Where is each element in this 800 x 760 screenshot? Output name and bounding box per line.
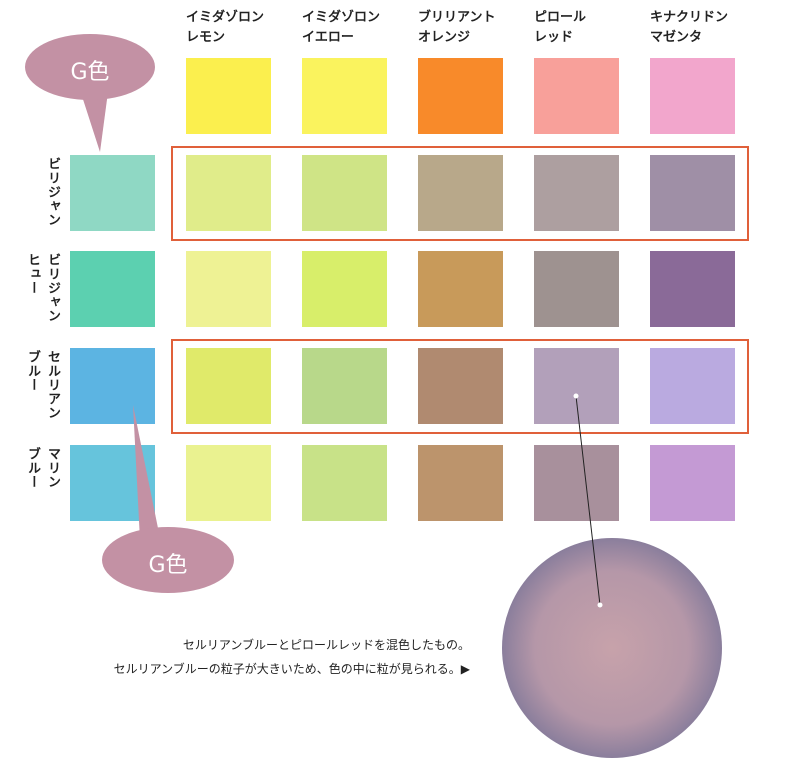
swatch bbox=[534, 58, 619, 134]
swatch bbox=[70, 251, 155, 327]
label-line: ブルー bbox=[25, 350, 40, 392]
label-line: レッド bbox=[534, 30, 574, 45]
column-header: キナクリドン マゼンタ bbox=[650, 8, 728, 48]
magnified-view bbox=[502, 538, 722, 758]
swatch bbox=[70, 155, 155, 231]
label-line: G色 bbox=[148, 553, 188, 578]
swatch bbox=[186, 58, 271, 134]
label-line: イミダゾロン bbox=[302, 10, 381, 25]
swatch bbox=[650, 155, 735, 231]
swatch bbox=[418, 58, 503, 134]
swatch bbox=[534, 251, 619, 327]
label-line: イミダゾロン bbox=[186, 10, 265, 25]
swatch bbox=[302, 445, 387, 521]
row-header: ビリジャン ヒュー bbox=[22, 253, 62, 323]
label-line: キナクリドン bbox=[650, 10, 729, 25]
column-header: イミダゾロン イエロー bbox=[302, 8, 380, 48]
callout-bubble bbox=[25, 34, 155, 100]
swatch bbox=[650, 445, 735, 521]
swatch bbox=[418, 251, 503, 327]
swatch bbox=[650, 58, 735, 134]
highlight-box bbox=[171, 146, 749, 241]
pointer-dot bbox=[597, 602, 603, 608]
row-header: ビリジャン bbox=[42, 157, 62, 227]
callout-bubble bbox=[102, 527, 234, 593]
swatch bbox=[650, 348, 735, 424]
label-line: ブルー bbox=[25, 447, 40, 489]
row-header: マリン ブルー bbox=[22, 447, 62, 489]
swatch bbox=[186, 251, 271, 327]
swatch bbox=[534, 348, 619, 424]
swatch bbox=[302, 155, 387, 231]
swatch bbox=[186, 445, 271, 521]
label-line: オレンジ bbox=[418, 30, 471, 45]
swatch bbox=[650, 251, 735, 327]
swatch bbox=[70, 348, 155, 424]
caption-line: セルリアンブルーとピロールレッドを混色したもの。 bbox=[183, 636, 470, 653]
swatch bbox=[534, 155, 619, 231]
swatch bbox=[302, 251, 387, 327]
label-line: セルリアン bbox=[45, 350, 60, 420]
swatch bbox=[186, 155, 271, 231]
swatch bbox=[418, 445, 503, 521]
swatch bbox=[418, 155, 503, 231]
label-line: マゼンタ bbox=[650, 30, 703, 45]
swatch bbox=[302, 58, 387, 134]
callout-tail bbox=[80, 90, 108, 152]
caption-line: セルリアンブルーの粒子が大きいため、色の中に粒が見られる。▶ bbox=[114, 660, 470, 677]
swatch bbox=[534, 445, 619, 521]
callout-label: G色 bbox=[30, 54, 150, 86]
label-line: ブリリアント bbox=[418, 10, 496, 25]
label-line: G色 bbox=[70, 60, 110, 85]
label-line: イエロー bbox=[302, 30, 354, 45]
label-line: ビリジャン bbox=[45, 253, 60, 323]
column-header: ブリリアント オレンジ bbox=[418, 8, 495, 48]
row-header: セルリアン ブルー bbox=[22, 350, 62, 420]
label-line: マリン bbox=[45, 447, 60, 489]
swatch bbox=[418, 348, 503, 424]
label-line: レモン bbox=[186, 30, 226, 45]
label-line: ヒュー bbox=[25, 253, 40, 295]
swatch-grid bbox=[70, 58, 735, 521]
swatch bbox=[186, 348, 271, 424]
label-line: セルリアンブルーとピロールレッドを混色したもの。 bbox=[182, 638, 470, 652]
pointer-line bbox=[575, 395, 601, 606]
callout-tail bbox=[133, 405, 160, 540]
highlight-box bbox=[171, 339, 749, 434]
label-line: ビリジャン bbox=[45, 157, 60, 227]
pointer-dot bbox=[573, 393, 579, 399]
column-header: ピロール レッド bbox=[534, 8, 586, 48]
callout-label: G色 bbox=[108, 547, 228, 579]
label-line: セルリアンブルーの粒子が大きいため、色の中に粒が見られる。▶ bbox=[113, 662, 470, 676]
column-header: イミダゾロン レモン bbox=[186, 8, 264, 48]
label-line: ピロール bbox=[534, 10, 587, 25]
swatch bbox=[302, 348, 387, 424]
